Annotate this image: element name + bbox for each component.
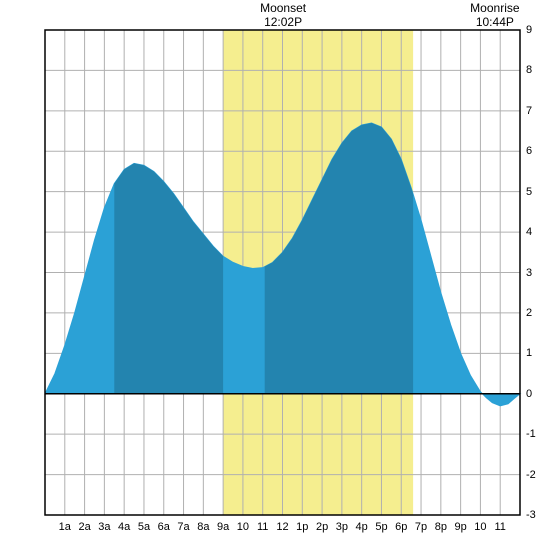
y-tick-label: 3 bbox=[526, 267, 532, 279]
x-tick-label: 7a bbox=[177, 521, 189, 533]
x-tick-label: 2p bbox=[316, 521, 328, 533]
y-tick-label: 9 bbox=[526, 24, 532, 36]
y-tick-label: 8 bbox=[526, 64, 532, 76]
x-tick-label: 4a bbox=[118, 521, 130, 533]
x-tick-label: 7p bbox=[415, 521, 427, 533]
x-tick-label: 9a bbox=[217, 521, 229, 533]
moonset-title: Moonset bbox=[260, 1, 306, 15]
x-tick-label: 11 bbox=[494, 521, 505, 533]
y-tick-label: 0 bbox=[526, 388, 532, 400]
y-tick-label: -2 bbox=[526, 469, 536, 481]
y-tick-label: 4 bbox=[526, 226, 532, 238]
x-tick-label: 9p bbox=[455, 521, 467, 533]
y-tick-label: 5 bbox=[526, 186, 532, 198]
x-tick-label: 5a bbox=[138, 521, 150, 533]
x-tick-label: 4p bbox=[356, 521, 368, 533]
x-tick-label: 6p bbox=[395, 521, 407, 533]
y-tick-label: -1 bbox=[526, 428, 536, 440]
x-tick-label: 3p bbox=[336, 521, 348, 533]
x-tick-label: 1a bbox=[59, 521, 71, 533]
y-tick-label: 6 bbox=[526, 145, 532, 157]
x-tick-label: 1p bbox=[296, 521, 308, 533]
x-tick-label: 11 bbox=[257, 521, 268, 533]
y-tick-label: 1 bbox=[526, 347, 532, 359]
x-tick-label: 6a bbox=[158, 521, 170, 533]
x-tick-label: 8p bbox=[435, 521, 447, 533]
x-tick-label: 5p bbox=[375, 521, 387, 533]
x-tick-label: 10 bbox=[237, 521, 249, 533]
x-tick-label: 3a bbox=[98, 521, 110, 533]
x-tick-label: 12 bbox=[276, 521, 288, 533]
y-tick-label: 7 bbox=[526, 105, 532, 117]
moonrise-time: 10:44P bbox=[470, 15, 519, 29]
y-tick-label: 2 bbox=[526, 307, 532, 319]
x-tick-label: 10 bbox=[474, 521, 486, 533]
moonrise-title: Moonrise bbox=[470, 1, 519, 15]
moonset-time: 12:02P bbox=[260, 15, 306, 29]
y-tick-label: -3 bbox=[526, 509, 536, 521]
moonset-annotation: Moonset12:02P bbox=[260, 1, 306, 30]
chart-svg bbox=[0, 0, 550, 550]
moonrise-annotation: Moonrise10:44P bbox=[470, 1, 519, 30]
tide-chart: 1a2a3a4a5a6a7a8a9a1011121p2p3p4p5p6p7p8p… bbox=[0, 0, 550, 550]
x-tick-label: 2a bbox=[78, 521, 90, 533]
x-tick-label: 8a bbox=[197, 521, 209, 533]
